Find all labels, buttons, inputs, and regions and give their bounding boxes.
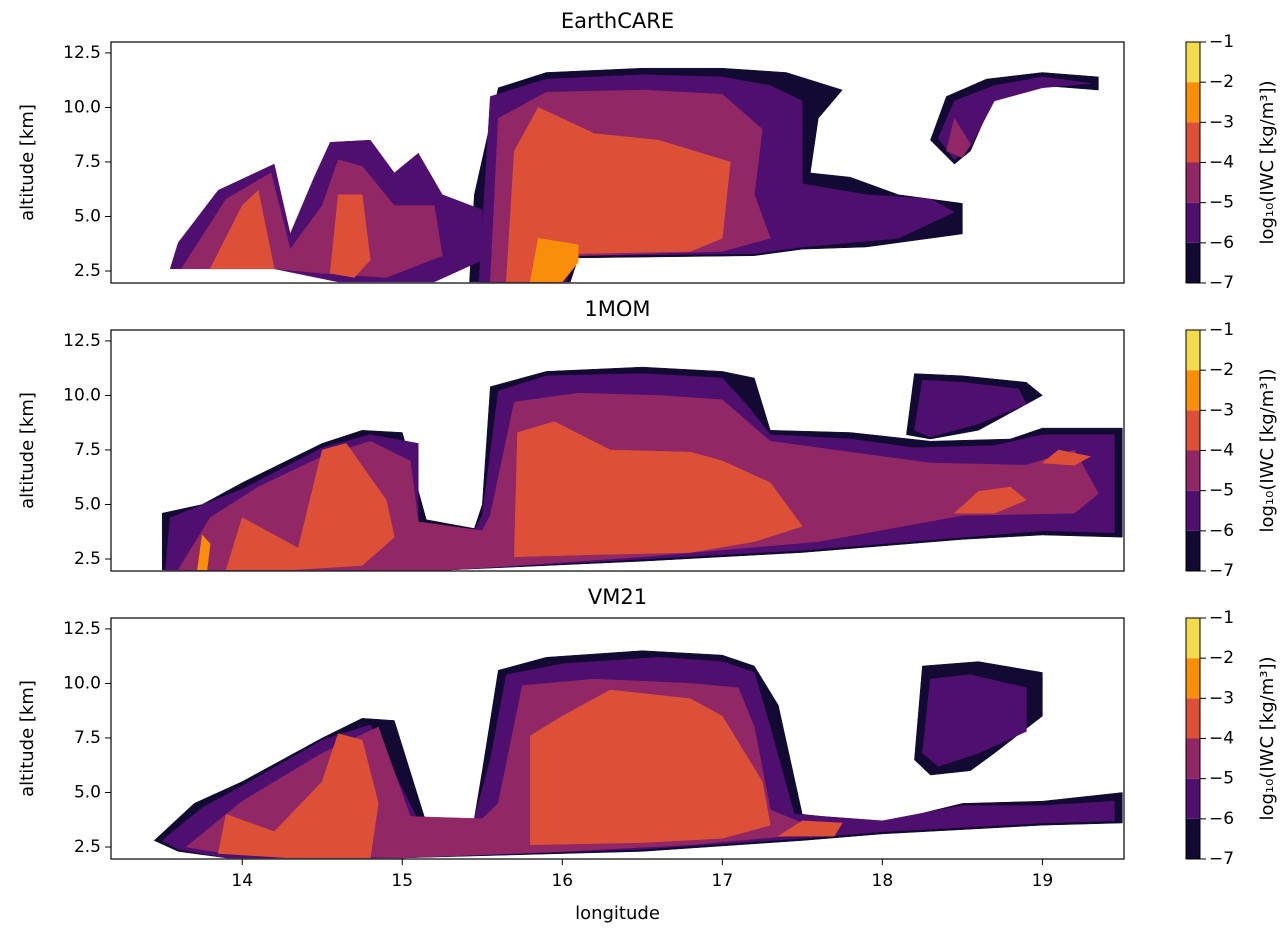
colorbar-tick-label: −6: [1209, 809, 1234, 829]
colorbar-tick-label: −6: [1209, 233, 1234, 253]
y-tick-label: 7.5: [74, 152, 101, 172]
contour-region: [514, 421, 803, 558]
colorbar-tick-label: −5: [1209, 193, 1234, 213]
colorbar-tick-label: −1: [1209, 320, 1234, 340]
colorbar-tick-label: −7: [1209, 849, 1234, 869]
panel-title: VM21: [588, 585, 647, 609]
colorbar-label: log₁₀(IWC [kg/m³]): [1257, 80, 1278, 244]
colorbar-tick-label: −6: [1209, 521, 1234, 541]
colorbar-band: [1186, 242, 1200, 283]
y-tick-label: 10.0: [63, 673, 101, 693]
plot-area: [169, 67, 1099, 283]
panel-title: 1MOM: [584, 297, 650, 321]
y-tick-label: 2.5: [74, 261, 101, 281]
colorbar-tick-label: −5: [1209, 481, 1234, 501]
y-tick-label: 5.0: [74, 206, 101, 226]
colorbar-band: [1186, 162, 1200, 203]
y-tick-label: 2.5: [74, 837, 101, 857]
y-tick-label: 7.5: [74, 440, 101, 460]
colorbar-tick-label: −2: [1209, 360, 1234, 380]
colorbar-band: [1186, 122, 1200, 163]
axes-frame: [110, 329, 1125, 572]
y-tick-label: 5.0: [74, 494, 101, 514]
panel: EarthCARE altitude [km] 2.5 5.0 7.5 10.0 12.5 −…: [17, 9, 1278, 293]
x-tick-label: 19: [1032, 871, 1054, 891]
colorbar-tick-label: −7: [1209, 273, 1234, 293]
colorbar-band: [1186, 698, 1200, 739]
colorbar-band: [1186, 330, 1200, 371]
axes-frame: [110, 41, 1125, 284]
contour-region: [922, 674, 1027, 767]
x-tick-label: 15: [391, 871, 413, 891]
contour-region: [329, 194, 371, 278]
plot-area: [161, 366, 1123, 571]
axes-frame: [110, 617, 1125, 860]
colorbar-tick-label: −1: [1209, 608, 1234, 628]
colorbar-tick-label: −4: [1209, 441, 1234, 461]
y-tick-label: 12.5: [63, 331, 101, 351]
y-tick-label: 12.5: [63, 43, 101, 63]
plot-area: [153, 650, 1123, 859]
x-tick-label: 18: [872, 871, 894, 891]
y-tick-label: 2.5: [74, 549, 101, 569]
colorbar-tick-label: −2: [1209, 72, 1234, 92]
colorbar-tick-label: −3: [1209, 400, 1234, 420]
colorbar-tick-label: −4: [1209, 153, 1234, 173]
y-axis-label: altitude [km]: [17, 104, 38, 221]
colorbar-tick-label: −5: [1209, 769, 1234, 789]
colorbar-band: [1186, 738, 1200, 779]
colorbar-band: [1186, 410, 1200, 451]
colorbar-tick-label: −4: [1209, 729, 1234, 749]
contour-region: [209, 189, 275, 270]
colorbar-tick-label: −7: [1209, 561, 1234, 581]
colorbar-band: [1186, 202, 1200, 243]
contour-region: [1041, 449, 1092, 466]
colorbar-band: [1186, 450, 1200, 491]
colorbar-band: [1186, 618, 1200, 659]
contour-region: [953, 486, 1027, 514]
colorbar-band: [1186, 42, 1200, 83]
colorbar-band: [1186, 530, 1200, 571]
colorbar-tick-label: −3: [1209, 112, 1234, 132]
colorbar-tick-label: −2: [1209, 648, 1234, 668]
x-tick-label: 17: [712, 871, 734, 891]
colorbar-tick-label: −3: [1209, 688, 1234, 708]
colorbar-band: [1186, 490, 1200, 531]
y-tick-label: 7.5: [74, 728, 101, 748]
colorbar-label: log₁₀(IWC [kg/m³]): [1257, 656, 1278, 820]
colorbar-tick-label: −1: [1209, 32, 1234, 52]
y-tick-label: 10.0: [63, 97, 101, 117]
panel-title: EarthCARE: [561, 9, 674, 33]
colorbar-band: [1186, 658, 1200, 699]
panel: VM21 altitude [km] 2.5 5.0 7.5 10.0 12.5 14 15 16…: [17, 585, 1278, 924]
y-tick-label: 12.5: [63, 619, 101, 639]
x-tick-label: 16: [551, 871, 573, 891]
colorbar-band: [1186, 778, 1200, 819]
colorbar-band: [1186, 82, 1200, 123]
panel: 1MOM altitude [km] 2.5 5.0 7.5 10.0 12.5 −7 −6 −5…: [17, 297, 1278, 581]
y-tick-label: 5.0: [74, 782, 101, 802]
colorbar-band: [1186, 818, 1200, 859]
y-tick-label: 10.0: [63, 385, 101, 405]
contour-region: [530, 689, 771, 846]
y-axis-label: altitude [km]: [17, 680, 38, 797]
contour-region: [197, 534, 211, 571]
y-axis-label: altitude [km]: [17, 392, 38, 509]
x-axis-label: longitude: [575, 903, 660, 924]
contour-region: [946, 117, 971, 158]
contour-region: [529, 238, 579, 283]
x-tick-label: 14: [231, 871, 253, 891]
contour-region: [914, 379, 1027, 438]
contour-region: [225, 443, 395, 571]
colorbar-band: [1186, 370, 1200, 411]
colorbar-label: log₁₀(IWC [kg/m³]): [1257, 368, 1278, 532]
contour-region: [777, 820, 843, 837]
contour-region: [217, 733, 379, 859]
